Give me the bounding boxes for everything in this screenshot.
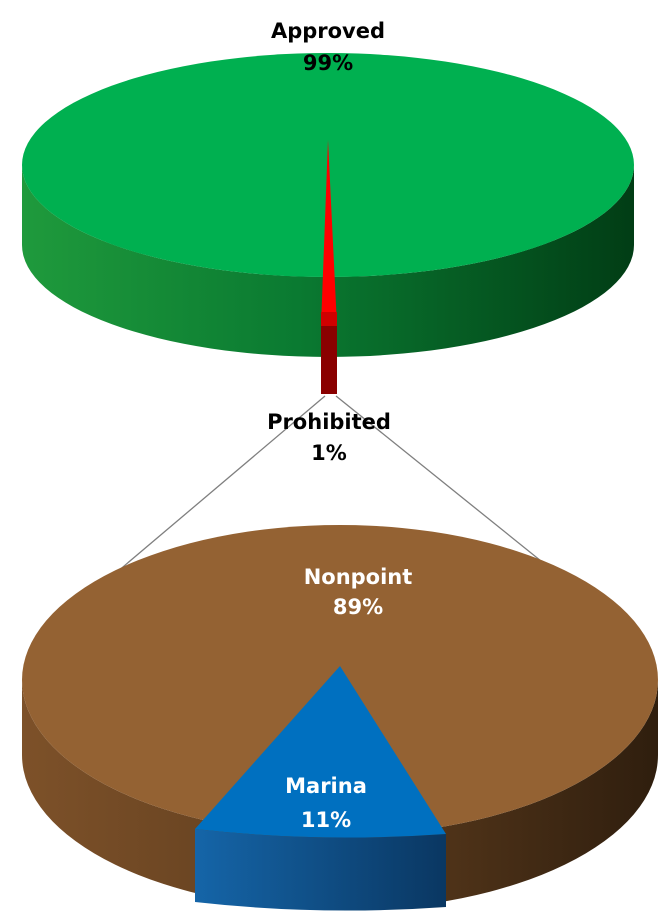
nonpoint-value: 89%	[333, 595, 383, 619]
prohibited-label: Prohibited	[267, 410, 391, 434]
top-pie	[22, 53, 634, 394]
approved-side	[22, 165, 634, 357]
approved-value: 99%	[303, 51, 353, 75]
prohibited-side-top	[321, 312, 337, 326]
approved-label: Approved	[271, 19, 385, 43]
marina-label: Marina	[285, 774, 367, 798]
marina-side	[195, 829, 446, 911]
marina-slice	[195, 666, 446, 838]
prohibited-side	[321, 318, 337, 394]
prohibited-value: 1%	[311, 441, 347, 465]
nonpoint-label: Nonpoint	[304, 565, 413, 589]
marina-value: 11%	[301, 808, 351, 832]
prohibited-slice	[321, 140, 337, 326]
nonpoint-side	[22, 680, 658, 910]
bottom-pie	[22, 525, 658, 911]
